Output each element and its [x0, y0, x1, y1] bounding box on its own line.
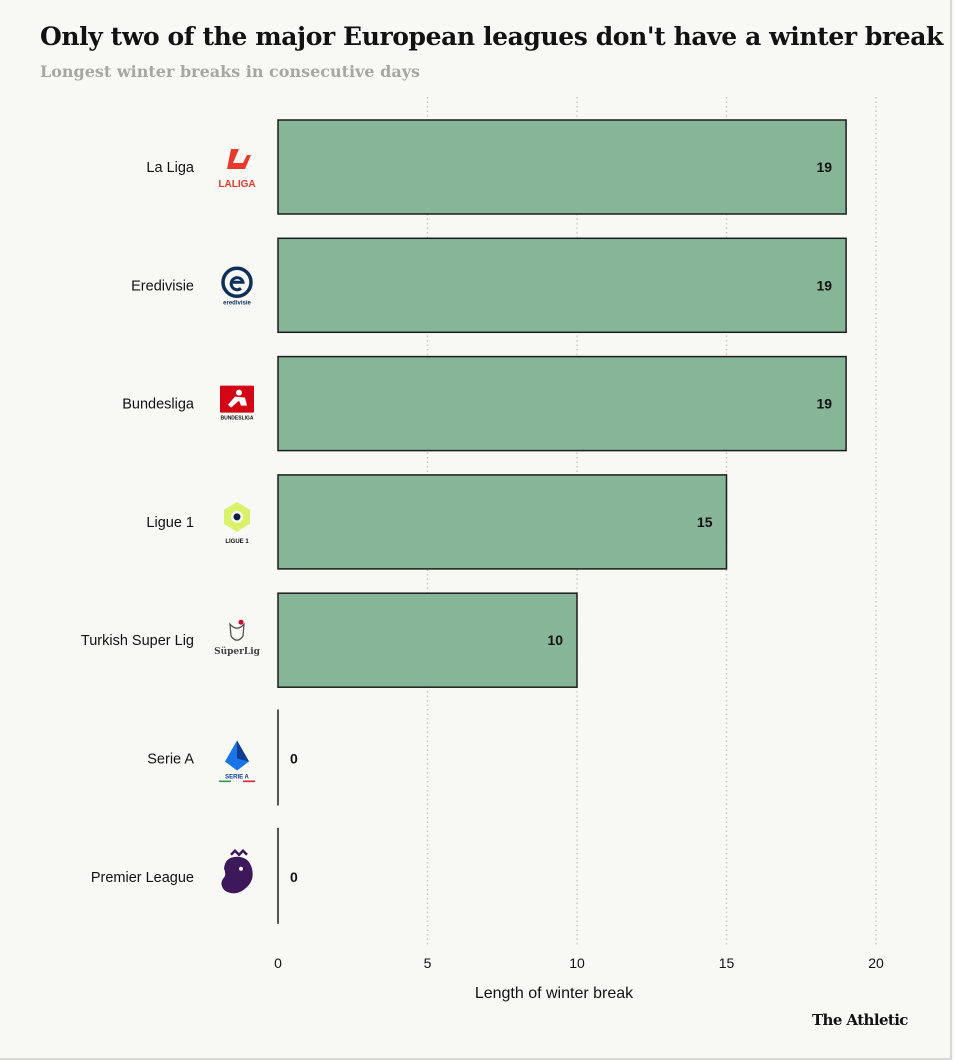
- bar-value-label: 15: [697, 514, 713, 530]
- bar: [277, 592, 578, 688]
- chart-subtitle: Longest winter breaks in consecutive day…: [40, 62, 421, 81]
- laliga-logo: LALIGA: [218, 149, 256, 190]
- x-tick-label: 5: [424, 955, 432, 971]
- superlig-star: [238, 619, 244, 625]
- bundesliga-figure: [228, 396, 247, 408]
- bar: [277, 355, 847, 452]
- x-axis-ticks: 0 5 10 15 20: [274, 955, 884, 971]
- seriea-shade: [237, 740, 249, 762]
- x-axis-label: Length of winter break: [475, 985, 634, 1002]
- premier-league-eye: [239, 866, 243, 871]
- premier-league-logo: [221, 849, 253, 894]
- bars: 19 19 19 15 10 0 0: [277, 119, 847, 924]
- category-label: Eredivisie: [131, 278, 194, 294]
- premier-league-crown: [230, 849, 248, 857]
- brand-logo: The Athletic: [812, 1011, 908, 1029]
- category-label: La Liga: [146, 160, 195, 176]
- logo-text: eredivisie: [223, 300, 251, 306]
- logo-text: SERIE A: [225, 775, 249, 781]
- x-tick-label: 10: [569, 955, 585, 971]
- league-logos: LALIGA eredivisie BUNDESLIGA LIGUE 1 SüperLi…: [214, 149, 261, 894]
- bar-value-label: 0: [290, 751, 298, 767]
- logo-text: LALIGA: [218, 179, 255, 190]
- x-tick-label: 20: [868, 955, 884, 971]
- seriea-stripe-red: [243, 780, 255, 783]
- x-tick-label: 0: [274, 955, 282, 971]
- superlig-cup: [229, 622, 245, 641]
- premier-league-lion: [221, 856, 253, 894]
- laliga-mark: [227, 149, 251, 169]
- chart-title: Only two of the major European leagues d…: [40, 22, 943, 51]
- logo-text: LIGUE 1: [225, 539, 249, 545]
- bar: [277, 119, 847, 215]
- bundesliga-head: [236, 389, 242, 396]
- bar-value-label: 19: [817, 396, 833, 412]
- bar-value-label: 0: [290, 869, 298, 885]
- logo-text: BUNDESLIGA: [220, 416, 253, 422]
- seriea-stripe-green: [219, 780, 231, 783]
- ligue1-logo: LIGUE 1: [224, 501, 250, 545]
- eredivisie-logo: eredivisie: [221, 266, 253, 306]
- category-label: Premier League: [91, 870, 194, 886]
- category-labels: La Liga Eredivisie Bundesliga Ligue 1 Turkis…: [81, 160, 195, 886]
- category-label: Turkish Super Lig: [81, 633, 194, 649]
- ligue1-dot: [233, 513, 241, 521]
- category-label: Ligue 1: [146, 515, 194, 531]
- x-tick-label: 15: [719, 955, 735, 971]
- category-label: Bundesliga: [122, 397, 195, 413]
- bar: [277, 237, 847, 334]
- bar: [277, 474, 728, 570]
- eredivisie-ring: [221, 266, 253, 299]
- bundesliga-logo: BUNDESLIGA: [220, 385, 254, 422]
- bar-value-label: 19: [817, 277, 833, 293]
- eredivisie-e: [229, 276, 245, 292]
- category-label: Serie A: [147, 752, 194, 768]
- bar-value-label: 19: [817, 159, 833, 175]
- logo-text: SüperLig: [214, 646, 261, 657]
- seriea-logo: SERIE A: [219, 740, 255, 783]
- superlig-logo: SüperLig: [214, 619, 261, 657]
- bar-value-label: 10: [547, 632, 563, 648]
